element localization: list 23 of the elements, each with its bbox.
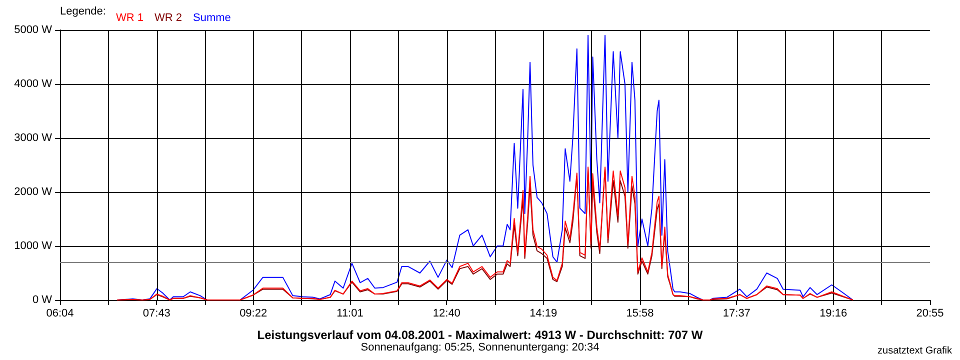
- y-tick-label: 3000 W: [14, 132, 53, 144]
- text: zusatztext Grafik: [878, 346, 953, 356]
- y-tick-label: 2000 W: [14, 186, 53, 198]
- x-tick-label: 15:58: [626, 308, 654, 320]
- x-tick-label: 17:37: [722, 308, 750, 320]
- y-tick-label: 1000 W: [14, 240, 53, 252]
- y-tick-label: 5000 W: [14, 24, 53, 36]
- text: WR 2: [154, 12, 182, 24]
- x-tick-label: 11:01: [336, 308, 364, 320]
- text: WR 1: [116, 12, 144, 24]
- text: Leistungsverlauf vom 04.08.2001 - Maximalwert: 4913 W - Durchschnitt: 707 W: [257, 328, 704, 342]
- x-tick-label: 14:19: [530, 308, 558, 320]
- x-tick-label: 19:16: [820, 308, 848, 320]
- text: Sonnenaufgang: 05:25, Sonnenuntergang: 20:34: [360, 342, 600, 354]
- x-tick-label: 07:43: [142, 308, 170, 320]
- legend-title: Legende:: [60, 6, 106, 18]
- text: Summe: [193, 12, 231, 24]
- x-tick-label: 06:04: [46, 308, 74, 320]
- x-tick-label: 09:22: [240, 308, 268, 320]
- y-tick-label: 4000 W: [14, 78, 53, 90]
- y-tick-label: 0 W: [32, 294, 53, 306]
- x-tick-label: 20:55: [916, 308, 944, 320]
- x-tick-label: 12:40: [432, 308, 460, 320]
